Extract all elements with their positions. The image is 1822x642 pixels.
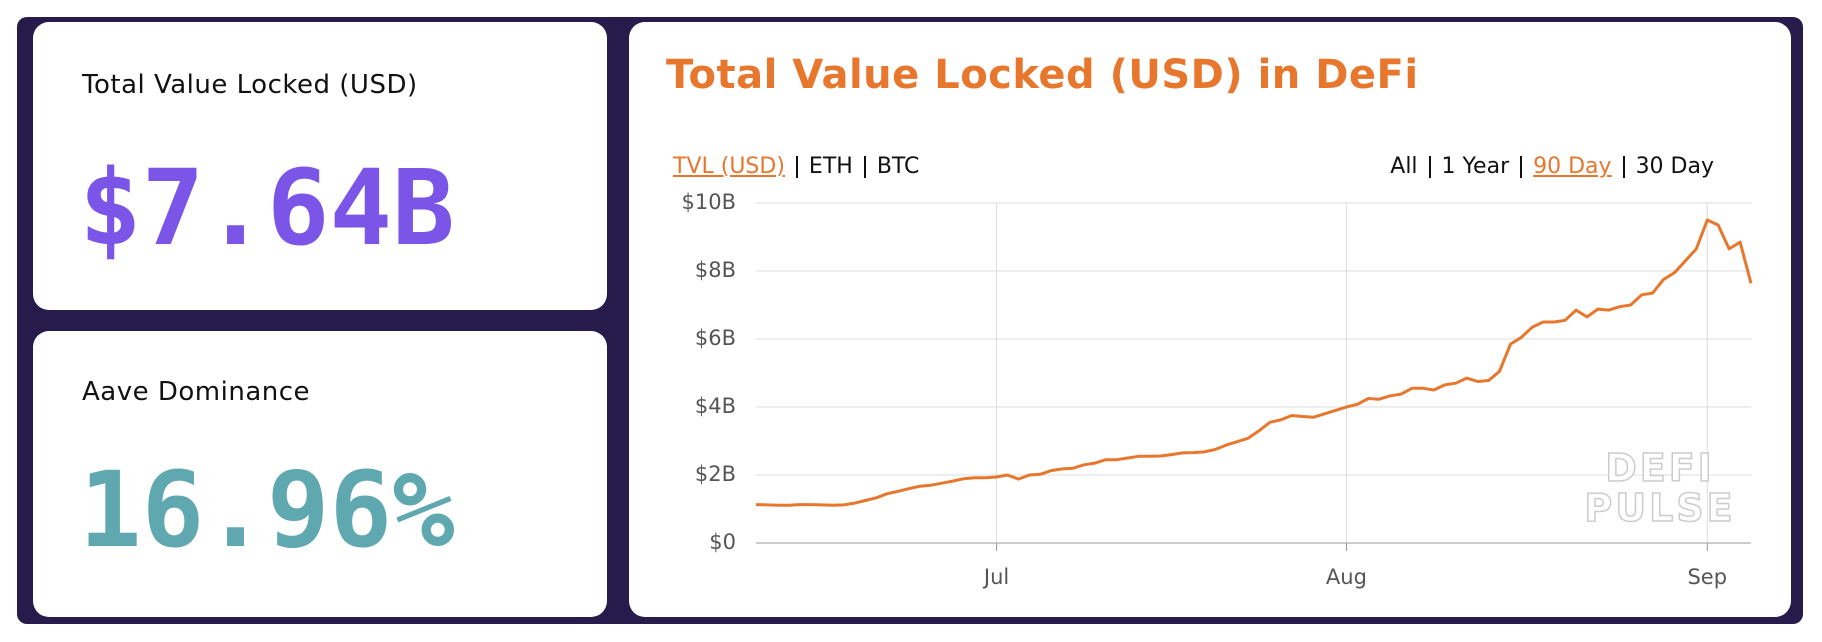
tvl-line (755, 218, 1753, 507)
tvl-card: Total Value Locked (USD) $7.64B (33, 22, 607, 310)
card-title: Aave Dominance (82, 377, 311, 407)
chart-title: Total Value Locked (USD) in DeFi (666, 52, 1419, 98)
tab[interactable]: 90 Day (1520, 156, 1622, 178)
metric-tabs: TVL (USD) ETH BTC (673, 156, 930, 178)
tab[interactable]: ETH (795, 156, 864, 178)
tab[interactable]: 30 Day (1622, 156, 1725, 178)
card-value: $7.64B (79, 147, 455, 269)
dominance-card: Aave Dominance 16.96% (33, 331, 607, 617)
y-tick-label: $0 (709, 530, 736, 554)
tab[interactable]: BTC (863, 156, 931, 178)
chart-card: Total Value Locked (USD) in DeFi TVL (US… (629, 22, 1791, 617)
y-tick-label: $8B (695, 258, 736, 282)
range-tabs: All 1 Year 90 Day 30 Day (1390, 156, 1725, 178)
y-tick-label: $10B (682, 190, 737, 214)
card-title: Total Value Locked (USD) (82, 70, 418, 100)
y-tick-label: $4B (695, 394, 736, 418)
card-value: 16.96% (79, 449, 455, 571)
tab[interactable]: All (1390, 154, 1418, 179)
tab[interactable]: 1 Year (1428, 156, 1521, 178)
watermark-line: PULSE (1584, 486, 1735, 530)
y-tick-label: $2B (695, 462, 736, 486)
x-tick-label: Sep (1687, 565, 1727, 589)
watermark: DEFI PULSE (1584, 446, 1735, 530)
tab[interactable]: TVL (USD) (673, 154, 785, 179)
y-tick-label: $6B (695, 326, 736, 350)
x-tick-label: Aug (1326, 565, 1367, 589)
watermark-line: DEFI (1605, 446, 1715, 490)
x-tick-label: Jul (982, 565, 1009, 589)
